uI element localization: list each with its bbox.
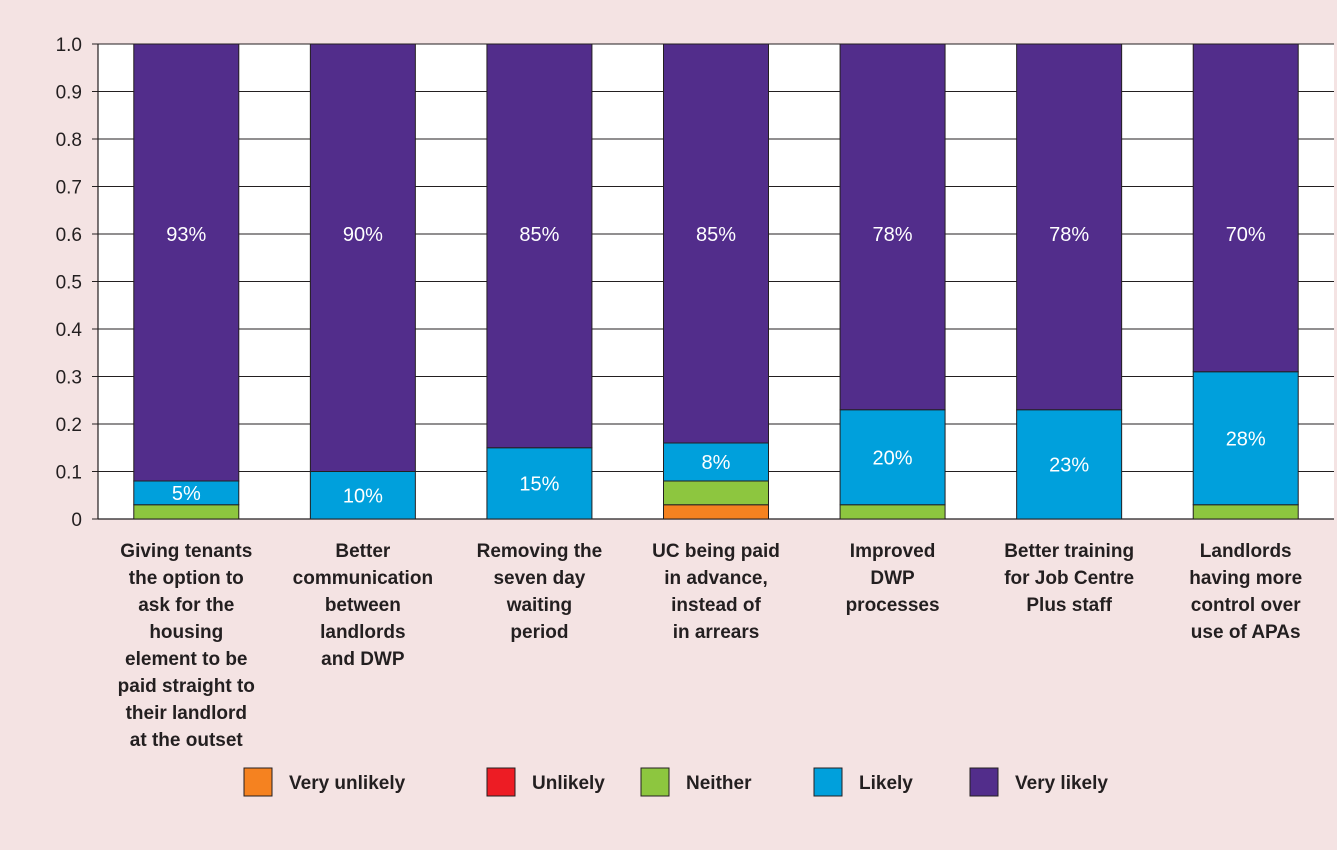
category-label: paid straight to [118, 676, 255, 697]
category-label: the option to [129, 568, 244, 589]
category-label: in advance, [664, 568, 768, 589]
category-label: their landlord [126, 703, 247, 724]
y-tick-label: 0 [71, 510, 82, 531]
data-label: 5% [172, 483, 201, 505]
category-label: and DWP [321, 649, 405, 670]
y-tick-label: 1.0 [56, 35, 82, 56]
legend-label: Very unlikely [289, 773, 406, 794]
category-label: DWP [870, 568, 915, 589]
y-tick-label: 0.9 [56, 83, 82, 104]
category-label: Landlords [1200, 541, 1292, 562]
bar-segment [309, 471, 416, 520]
data-label: 70% [1226, 224, 1266, 246]
bar-segment [133, 43, 240, 482]
category-label: Removing the [477, 541, 603, 562]
category-label: seven day [493, 568, 585, 589]
category-label: Giving tenants [120, 541, 252, 562]
data-label: 85% [696, 224, 736, 246]
category-label: Better training [1004, 541, 1134, 562]
y-tick-label: 0.3 [56, 368, 82, 389]
bar-segment [486, 43, 593, 449]
category-label: Better [335, 541, 391, 562]
data-label: 78% [1049, 224, 1089, 246]
category-label: for Job Centre [1004, 568, 1134, 589]
category-label: Plus staff [1026, 595, 1112, 616]
bar-segment [1192, 371, 1299, 506]
y-tick-label: 0.5 [56, 273, 82, 294]
y-tick-label: 0.4 [56, 320, 83, 341]
data-label: 23% [1049, 454, 1089, 476]
data-label: 90% [343, 224, 383, 246]
category-label: between [325, 595, 401, 616]
y-tick-label: 0.6 [56, 225, 82, 246]
category-label: housing [149, 622, 223, 643]
bar-segment [839, 409, 946, 506]
bar-segment [663, 480, 769, 506]
legend-swatch [486, 767, 516, 797]
category-label: in arrears [673, 622, 760, 643]
legend-label: Likely [859, 773, 913, 794]
bar-segment [133, 504, 240, 520]
category-label: element to be [125, 649, 247, 670]
data-label: 85% [519, 224, 559, 246]
category-label: communication [293, 568, 433, 589]
legend-swatch [243, 767, 273, 797]
legend-swatch [813, 767, 843, 797]
bar-segment [1192, 504, 1299, 520]
category-label: having more [1189, 568, 1302, 589]
category-label: waiting [506, 595, 572, 616]
category-label: Improved [850, 541, 936, 562]
data-label: 10% [343, 485, 383, 507]
category-label: UC being paid [652, 541, 780, 562]
data-label: 15% [519, 473, 559, 495]
bar-segment [1192, 43, 1299, 373]
y-tick-label: 0.7 [56, 178, 82, 199]
data-label: 28% [1226, 428, 1266, 450]
y-tick-label: 0.8 [56, 130, 82, 151]
bar-segment [1016, 409, 1123, 520]
category-label: processes [846, 595, 940, 616]
bar-segment [839, 43, 946, 411]
legend-label: Very likely [1015, 773, 1108, 794]
category-label: instead of [671, 595, 761, 616]
bar-segment [486, 447, 593, 520]
category-label: control over [1191, 595, 1301, 616]
category-label: use of APAs [1191, 622, 1301, 643]
data-label: 93% [166, 224, 206, 246]
legend-swatch [640, 767, 670, 797]
legend-label: Unlikely [532, 773, 605, 794]
bar-segment [663, 504, 769, 520]
category-label: period [510, 622, 568, 643]
y-tick-label: 0.2 [56, 415, 82, 436]
data-label: 8% [702, 452, 731, 474]
bar-segment [839, 504, 946, 520]
bar-segment [309, 43, 416, 472]
legend-label: Neither [686, 773, 752, 794]
data-label: 20% [873, 447, 913, 469]
category-label: landlords [320, 622, 406, 643]
category-label: at the outset [130, 730, 244, 751]
bar-segment [1016, 43, 1123, 411]
data-label: 78% [873, 224, 913, 246]
category-label: ask for the [138, 595, 234, 616]
legend-swatch [969, 767, 999, 797]
y-tick-label: 0.1 [56, 463, 82, 484]
bar-segment [663, 43, 769, 444]
